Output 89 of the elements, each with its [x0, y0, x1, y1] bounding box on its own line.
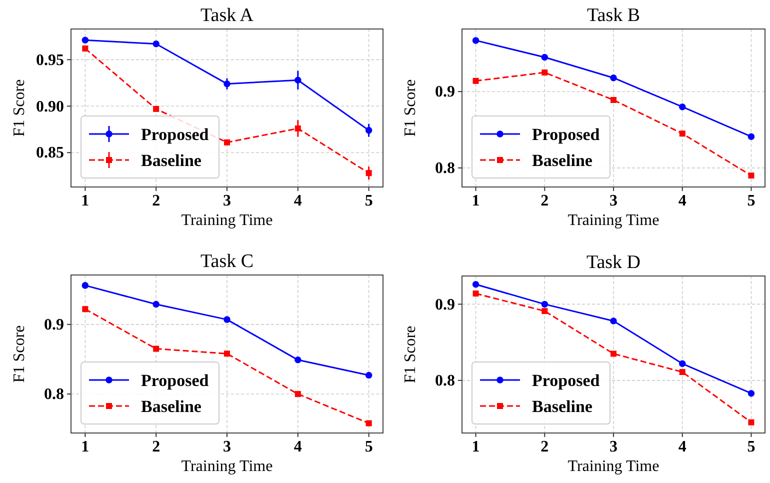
x-tick-label: 4 — [678, 438, 686, 456]
point — [224, 316, 230, 323]
point — [472, 37, 480, 44]
y-tick-label: 0.9 — [44, 316, 64, 334]
point — [82, 306, 88, 312]
point — [224, 80, 230, 88]
legend-label: Baseline — [141, 397, 202, 416]
point — [365, 126, 372, 134]
point — [610, 96, 616, 103]
point — [366, 170, 372, 176]
point — [472, 281, 480, 288]
y-tick-label: 0.8 — [435, 372, 455, 390]
point — [153, 346, 160, 352]
legend-label: Proposed — [141, 125, 210, 144]
x-tick-label: 2 — [540, 192, 549, 210]
point — [678, 360, 686, 368]
point — [82, 36, 89, 44]
point — [294, 391, 301, 398]
x-tick-label: 5 — [364, 192, 373, 210]
x-tick-label: 3 — [610, 438, 618, 456]
point — [294, 125, 301, 132]
point — [679, 369, 686, 376]
x-tick-label: 5 — [364, 438, 373, 456]
point — [610, 318, 617, 324]
point — [542, 308, 548, 314]
legend-label: Proposed — [141, 371, 210, 390]
chart-title: Task D — [586, 252, 641, 273]
x-tick-label: 5 — [747, 438, 756, 456]
legend-label: Proposed — [532, 125, 600, 144]
point — [472, 78, 479, 84]
y-axis-title: F1 Score — [11, 79, 28, 137]
x-tick-label: 1 — [81, 192, 90, 210]
x-tick-label: 3 — [223, 192, 231, 210]
x-tick-label: 1 — [472, 192, 480, 210]
x-tick-label: 4 — [678, 192, 686, 210]
chart-title: Task B — [586, 5, 640, 26]
x-tick-label: 5 — [747, 192, 756, 210]
point — [224, 139, 230, 146]
point — [82, 282, 89, 289]
point — [541, 54, 548, 61]
point — [679, 130, 686, 137]
y-tick-label: 0.9 — [435, 84, 455, 101]
point — [365, 372, 372, 379]
y-axis-title: F1 Score — [402, 79, 419, 137]
y-axis-title: F1 Score — [11, 325, 28, 383]
point — [366, 420, 372, 426]
x-tick-label: 4 — [294, 438, 302, 456]
point — [748, 390, 755, 397]
point — [224, 350, 230, 357]
chart-title: Task C — [200, 251, 254, 272]
x-axis-title: Training Time — [181, 458, 273, 475]
point — [610, 350, 616, 357]
point — [153, 106, 160, 112]
y-tick-label: 0.90 — [36, 98, 64, 116]
y-tick-label: 0.85 — [36, 144, 64, 162]
x-tick-label: 3 — [223, 438, 231, 456]
y-tick-label: 0.8 — [435, 160, 455, 178]
x-tick-label: 4 — [294, 192, 302, 210]
point — [748, 419, 754, 426]
x-tick-label: 2 — [152, 438, 160, 456]
point — [678, 103, 686, 110]
x-tick-label: 1 — [472, 438, 480, 456]
legend-label: Baseline — [532, 397, 593, 416]
x-tick-label: 3 — [610, 192, 618, 210]
point — [294, 76, 302, 84]
point — [748, 133, 755, 140]
legend-label: Baseline — [141, 151, 202, 170]
point — [294, 356, 302, 364]
x-tick-label: 2 — [540, 438, 549, 456]
y-tick-label: 0.95 — [36, 52, 64, 69]
point — [610, 74, 617, 82]
point — [152, 300, 160, 308]
point — [82, 46, 88, 52]
legend-label: Baseline — [532, 151, 593, 170]
legend-label: Proposed — [532, 371, 600, 390]
point — [152, 40, 160, 48]
chart-title: Task A — [200, 5, 254, 26]
x-tick-label: 1 — [81, 438, 90, 456]
point — [542, 70, 548, 76]
y-axis-title: F1 Score — [402, 326, 419, 384]
x-axis-title: Training Time — [181, 212, 273, 229]
x-axis-title: Training Time — [568, 458, 660, 475]
x-axis-title: Training Time — [568, 212, 660, 229]
point — [748, 172, 754, 179]
point — [472, 290, 479, 297]
x-tick-label: 2 — [152, 192, 160, 210]
point — [541, 300, 548, 308]
y-tick-label: 0.8 — [44, 386, 64, 404]
y-tick-label: 0.9 — [435, 296, 455, 314]
